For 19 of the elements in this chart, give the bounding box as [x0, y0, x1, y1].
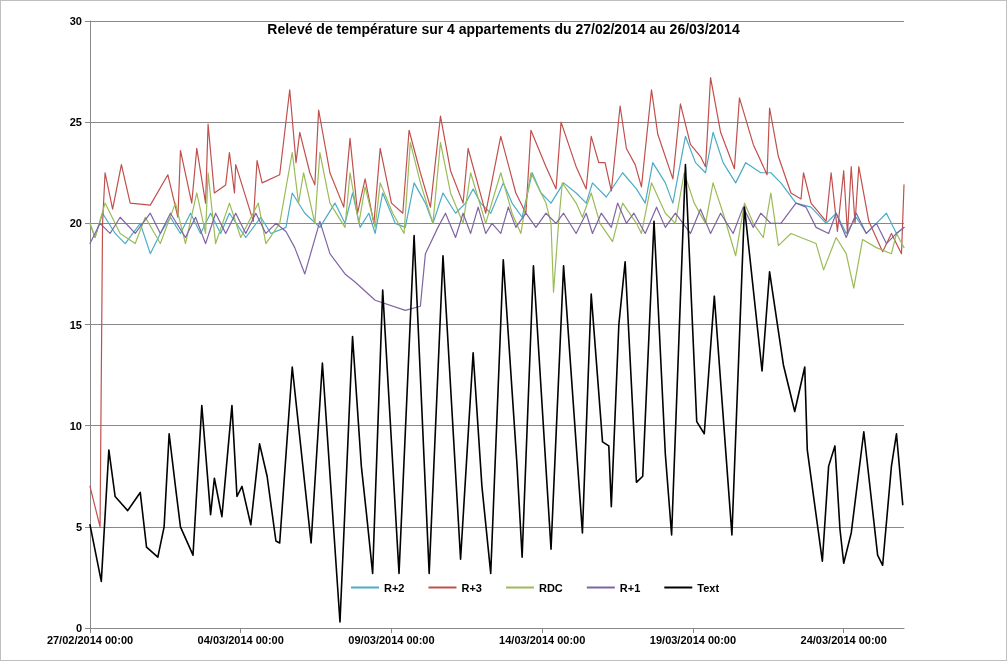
y-tick-label: 0 [75, 622, 82, 634]
y-tick-label: 30 [69, 15, 82, 27]
x-tick-label: 19/03/2014 00:00 [649, 633, 737, 646]
y-tick-label: 25 [69, 116, 82, 129]
y-tick-label: 15 [69, 318, 82, 331]
legend-label: Text [697, 581, 720, 594]
x-tick-label: 27/02/2014 00:00 [46, 633, 134, 646]
legend-label: RDC [538, 581, 563, 594]
x-tick-label: 14/03/2014 00:00 [499, 633, 586, 646]
x-tick-label: 04/03/2014 00:00 [197, 633, 284, 646]
legend-label: R+3 [461, 581, 482, 594]
legend-label: R+1 [619, 581, 641, 594]
y-tick-label: 5 [75, 520, 82, 533]
y-tick-label: 10 [69, 419, 82, 432]
y-tick-label: 20 [69, 217, 82, 230]
chart-title: Relevé de température sur 4 appartements du 27/02/2014 au 26/03/2014 [267, 21, 740, 37]
legend-label: R+2 [384, 581, 405, 594]
x-tick-label: 24/03/2014 00:00 [800, 633, 887, 646]
x-tick-label: 09/03/2014 00:00 [348, 633, 435, 646]
